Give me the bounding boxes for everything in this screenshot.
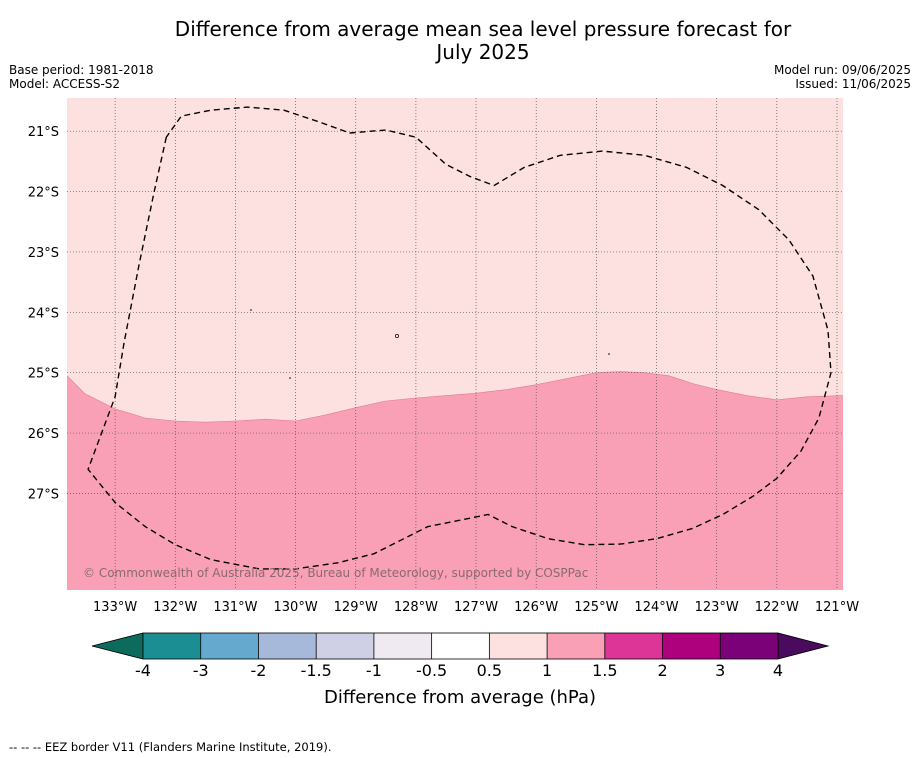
colorbar-segment bbox=[604, 633, 663, 659]
colorbar: -4 -3 -2 -1.5 -1 -0.5 0.5 1 1.5 2 3 4 bbox=[91, 632, 830, 680]
colorbar-tick-label: -3 bbox=[193, 661, 209, 680]
colorbar-tick-label: 1 bbox=[542, 661, 552, 680]
colorbar-segment bbox=[720, 633, 778, 659]
longitude-tick-label: 121°W bbox=[815, 600, 859, 615]
longitude-tick-label: 133°W bbox=[93, 600, 137, 615]
latitude-tick-label: 27°S bbox=[28, 487, 59, 502]
title-line-1: Difference from average mean sea level p… bbox=[174, 17, 792, 41]
latitude-tick-label: 22°S bbox=[28, 186, 59, 201]
title-line-2: July 2025 bbox=[436, 40, 530, 64]
model-text: Model: ACCESS-S2 bbox=[9, 77, 121, 91]
colorbar-segment bbox=[258, 633, 317, 659]
colorbar-tick-label: -4 bbox=[135, 661, 151, 680]
chart-title: Difference from average mean sea level p… bbox=[0, 18, 919, 64]
island-marker bbox=[250, 309, 252, 311]
base-period-text: Base period: 1981-2018 bbox=[9, 63, 154, 77]
colorbar-frame bbox=[142, 632, 779, 660]
colorbar-tick-label: -1.5 bbox=[301, 661, 332, 680]
colorbar-tick-label: -2 bbox=[250, 661, 266, 680]
forecast-map: © Commonwealth of Australia 2025, Bureau… bbox=[28, 98, 859, 708]
latitude-tick-label: 23°S bbox=[28, 246, 59, 261]
graticule bbox=[67, 98, 843, 590]
longitude-tick-label: 126°W bbox=[514, 600, 558, 615]
colorbar-segment bbox=[143, 633, 201, 659]
colorbar-segment bbox=[373, 633, 432, 659]
latitude-tick-label: 26°S bbox=[28, 427, 59, 442]
colorbar-tick-label: 2 bbox=[657, 661, 667, 680]
longitude-tick-label: 123°W bbox=[695, 600, 739, 615]
colorbar-extend-low bbox=[91, 632, 144, 660]
longitude-tick-label: 127°W bbox=[454, 600, 498, 615]
colorbar-label: Difference from average (hPa) bbox=[324, 687, 596, 708]
issued-text: Issued: 11/06/2025 bbox=[795, 77, 911, 91]
longitude-tick-label: 122°W bbox=[755, 600, 799, 615]
colorbar-segment bbox=[662, 633, 721, 659]
footnote: -- -- -- EEZ border V11 (Flanders Marine… bbox=[9, 740, 332, 754]
colorbar-segment bbox=[547, 633, 605, 659]
latitude-tick-label: 24°S bbox=[28, 306, 59, 321]
latitude-tick-label: 21°S bbox=[28, 125, 59, 140]
colorbar-extend-high bbox=[777, 632, 830, 660]
colorbar-tick-label: -1 bbox=[366, 661, 382, 680]
island-marker bbox=[608, 353, 610, 355]
longitude-tick-label: 129°W bbox=[334, 600, 378, 615]
latitude-tick-label: 25°S bbox=[28, 367, 59, 382]
copyright-text: © Commonwealth of Australia 2025, Bureau… bbox=[83, 566, 588, 580]
colorbar-segment bbox=[200, 633, 259, 659]
island-marker bbox=[395, 334, 399, 338]
longitude-labels: 133°W 132°W 131°W 130°W 129°W 128°W 127°W 126°W… bbox=[93, 600, 859, 615]
meta-left: Base period: 1981-2018 Model: ACCESS-S2 bbox=[9, 63, 154, 91]
meta-right: Model run: 09/06/2025 Issued: 11/06/2025 bbox=[774, 63, 911, 91]
colorbar-tick-label: -0.5 bbox=[416, 661, 447, 680]
colorbar-segment bbox=[316, 633, 374, 659]
colorbar-tick-label: 0.5 bbox=[477, 661, 502, 680]
longitude-tick-label: 132°W bbox=[153, 600, 197, 615]
longitude-tick-label: 125°W bbox=[574, 600, 618, 615]
colorbar-tick-label: 4 bbox=[773, 661, 783, 680]
colorbar-tick-label: 3 bbox=[715, 661, 725, 680]
longitude-tick-label: 128°W bbox=[394, 600, 438, 615]
colorbar-segment bbox=[489, 633, 548, 659]
colorbar-segment bbox=[431, 633, 490, 659]
island-marker bbox=[289, 377, 291, 379]
latitude-labels: 21°S 22°S 23°S 24°S 25°S 26°S 27°S bbox=[28, 125, 59, 502]
pressure-band-1-1.5 bbox=[67, 371, 843, 590]
longitude-tick-label: 131°W bbox=[213, 600, 257, 615]
model-run-text: Model run: 09/06/2025 bbox=[773, 63, 911, 77]
contour-line-1hPa bbox=[67, 371, 843, 423]
longitude-tick-label: 124°W bbox=[634, 600, 678, 615]
longitude-tick-label: 130°W bbox=[274, 600, 318, 615]
colorbar-tick-label: 1.5 bbox=[592, 661, 617, 680]
